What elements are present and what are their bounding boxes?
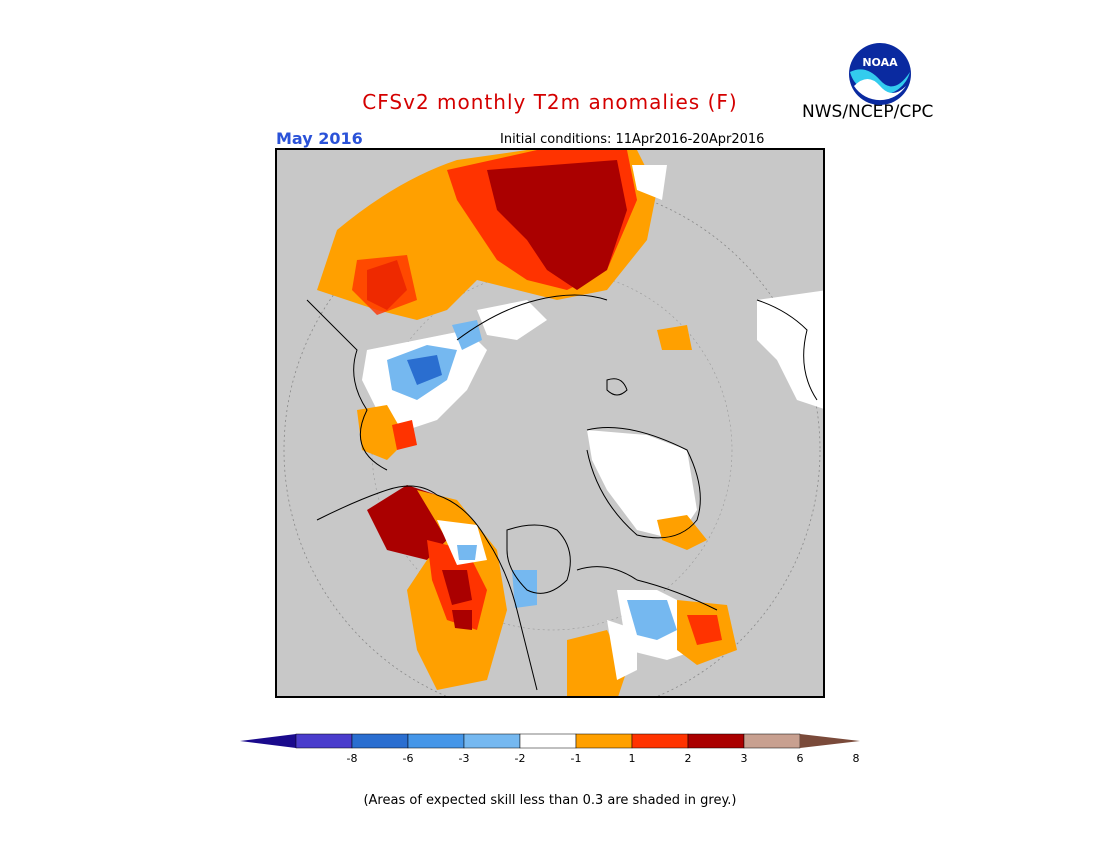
asia-white-patch — [632, 165, 667, 200]
colorbar-extend-low — [240, 734, 296, 748]
siberia-white-strip — [477, 300, 547, 340]
colorbar-segment — [351, 733, 409, 749]
atlantic-blue-region — [627, 600, 677, 640]
coastlines — [306, 294, 818, 691]
colorbar-tick-label: -3 — [458, 752, 470, 765]
color-legend — [240, 733, 860, 749]
pacific-orange-patch — [657, 325, 692, 350]
colorbar-tick-label: 6 — [796, 752, 804, 765]
noaa-logo-icon: NOAA — [849, 43, 911, 105]
logo-text: NOAA — [862, 56, 898, 69]
colorbar-extend-high — [800, 734, 860, 748]
europe-orange-patch — [357, 405, 407, 460]
forecast-month: May 2016 — [276, 129, 363, 148]
europe-red-patch — [392, 420, 417, 450]
colorbar-segment — [463, 733, 521, 749]
europe-right-red — [687, 615, 722, 645]
colorbar-segment — [687, 733, 745, 749]
colorbar-segment — [631, 733, 689, 749]
colorbar-tick-label: 3 — [740, 752, 748, 765]
map-panel — [275, 148, 825, 698]
colorbar-segment — [295, 733, 353, 749]
colorbar-tick-label: 1 — [628, 752, 636, 765]
canada-darkred-patch — [452, 610, 472, 630]
colorbar-tick-label: 2 — [684, 752, 692, 765]
colorbar-segment — [743, 733, 801, 749]
colorbar-segment — [407, 733, 465, 749]
asia-darkred-region — [487, 160, 627, 290]
colorbar-segment — [575, 733, 633, 749]
canada-darkred-patch — [442, 570, 472, 605]
pacific-white-region — [757, 290, 823, 409]
colorbar-tick-label: -8 — [346, 752, 358, 765]
colorbar-tick-label: -1 — [570, 752, 582, 765]
canada-blue-patch — [457, 545, 477, 560]
latitude-circle — [283, 181, 821, 696]
greenland-white-region — [587, 430, 697, 540]
agency-label: NWS/NCEP/CPC — [802, 102, 934, 122]
colorbar-tick-label: -2 — [514, 752, 526, 765]
initial-conditions: Initial conditions: 11Apr2016-20Apr2016 — [500, 132, 765, 147]
asia-red-patch — [352, 255, 417, 315]
colorbar-segment — [519, 733, 577, 749]
skill-footnote: (Areas of expected skill less than 0.3 a… — [363, 793, 737, 808]
europe-darkblue-patch — [407, 355, 442, 385]
colorbar-tick-label: -6 — [402, 752, 414, 765]
polar-map — [283, 150, 823, 696]
colorbar-tick-label: 8 — [852, 752, 860, 765]
map-title: CFSv2 monthly T2m anomalies (F) — [362, 90, 738, 114]
